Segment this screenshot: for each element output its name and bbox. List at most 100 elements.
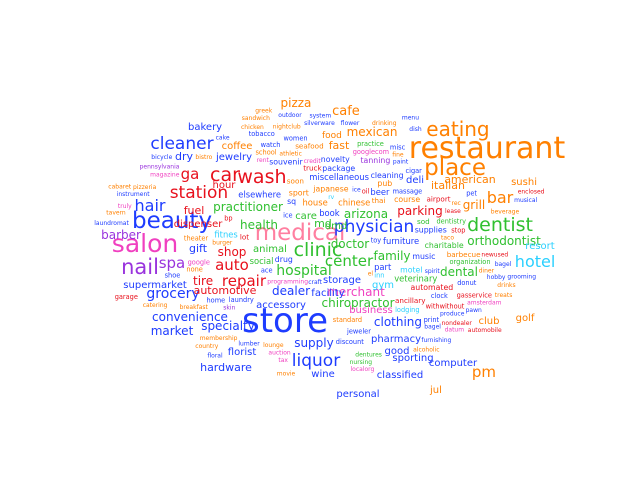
word-dentist: dentist: [467, 214, 533, 236]
word-skin: skin: [223, 304, 235, 311]
word-medical: medical: [255, 220, 346, 246]
word-greek: greek: [255, 107, 273, 114]
word-dish: dish: [409, 126, 422, 133]
word-amsterdam: amsterdam: [467, 300, 502, 307]
word-instrument: instrument: [117, 191, 151, 198]
word-lumber: lumber: [238, 341, 260, 348]
word-chiropractor: chiropractor: [322, 296, 395, 310]
word-mexican: mexican: [347, 125, 398, 139]
word-supermarket: supermarket: [123, 280, 187, 291]
word-inn: inn: [374, 271, 384, 279]
word-storage: storage: [323, 275, 361, 286]
word-beauty: beauty: [132, 208, 212, 234]
word-center: center: [325, 252, 374, 270]
word-gasservice: gasservice: [457, 291, 492, 299]
word-nondealer: nondealer: [442, 320, 473, 327]
word-sod: sod: [417, 217, 430, 226]
word-merchant: merchant: [327, 285, 385, 299]
word-store: store: [242, 301, 328, 341]
word-sport: sport: [289, 188, 309, 197]
word-paint: paint: [393, 159, 409, 166]
word-food: food: [322, 131, 342, 141]
word-animal: animal: [253, 244, 287, 255]
word-clothing: clothing: [374, 315, 422, 329]
word-stop: stop: [451, 227, 465, 235]
word-supply: supply: [294, 336, 334, 350]
word-theater: theater: [184, 234, 209, 242]
word-treats: treats: [495, 292, 513, 299]
word-flower: flower: [341, 120, 360, 127]
word-drinks: drinks: [497, 282, 515, 289]
word-ice: ice: [283, 212, 293, 220]
word-membership: membership: [200, 335, 238, 342]
word-automated: automated: [411, 283, 454, 292]
word-tobacco: tobacco: [249, 130, 275, 138]
word-breakfast: breakfast: [180, 304, 209, 311]
word-grill: grill: [463, 198, 486, 212]
word-supplies: supplies: [415, 225, 447, 234]
word-standard: standard: [333, 316, 362, 324]
word-school: school: [256, 148, 277, 156]
word-el: el: [368, 270, 374, 277]
word-newused: newused: [481, 252, 508, 259]
word-shoe: shoe: [165, 272, 181, 280]
word-fitnes: fitnes: [214, 229, 237, 239]
word-pet: pet: [466, 190, 477, 198]
word-repair: repair: [222, 272, 267, 290]
word-tanning: tanning: [361, 156, 391, 165]
word-localorg: localorg: [351, 366, 375, 373]
word-salon: salon: [112, 229, 178, 258]
word-pub: pub: [377, 179, 392, 188]
word-wash: wash: [237, 166, 286, 188]
word-pharmacy: pharmacy: [371, 334, 421, 345]
word-charitable: charitable: [425, 241, 464, 250]
word-package: package: [322, 164, 355, 173]
word-withwithout: withwithout: [426, 303, 465, 311]
word-drug: drug: [275, 255, 293, 264]
word-fine: fine: [392, 151, 404, 158]
word-floral: floral: [207, 352, 223, 359]
word-pizza: pizza: [281, 96, 312, 110]
word-taco: taco: [441, 235, 454, 242]
word-arizona: arizona: [344, 207, 388, 221]
word-chicken: chicken: [241, 124, 264, 131]
word-organization: organization: [450, 258, 491, 266]
word-pizzeria: pizzeria: [133, 184, 157, 191]
word-coffee: coffee: [222, 141, 253, 152]
word-veterinary: veterinary: [394, 274, 437, 284]
word-chinese: chinese: [338, 198, 370, 208]
word-ice: ice: [352, 187, 361, 194]
word-cake: cake: [216, 135, 230, 142]
word-jul: jul: [429, 385, 442, 396]
word-hour: hour: [213, 180, 237, 191]
word-rent: rent: [257, 157, 270, 164]
word-googlecom: googlecom: [353, 148, 389, 156]
word-print: print: [424, 316, 440, 324]
word-hotel: hotel: [515, 252, 556, 271]
word-specialty: specialty: [201, 319, 255, 333]
word-watch: watch: [261, 141, 281, 149]
word-bakery: bakery: [188, 122, 222, 133]
word-cleaner: cleaner: [150, 134, 213, 154]
word-house: house: [303, 198, 328, 208]
word-home: home: [207, 296, 226, 304]
word-elsewhere: elsewhere: [238, 190, 281, 200]
word-jewelry: jewelry: [215, 152, 252, 163]
word-misc: misc: [390, 144, 406, 152]
word-ace: ace: [261, 266, 273, 274]
word-cleaning: cleaning: [371, 171, 404, 180]
word-dispenser: dispenser: [174, 219, 224, 230]
word-lounge: lounge: [263, 342, 284, 349]
word-restaurant: restaurant: [409, 131, 566, 166]
word-tax: tax: [278, 357, 288, 364]
word-hair: hair: [135, 196, 166, 215]
word-dealer: dealer: [272, 284, 310, 298]
word-country: country: [195, 343, 218, 350]
word-hardware: hardware: [200, 361, 252, 374]
word-sandwich: sandwich: [242, 115, 270, 122]
word-rec: rec: [452, 200, 461, 207]
word-cabaret: cabaret: [108, 183, 131, 190]
word-business: business: [349, 305, 393, 316]
word-doctor: doctor: [331, 237, 370, 251]
word-fast: fast: [329, 139, 350, 152]
